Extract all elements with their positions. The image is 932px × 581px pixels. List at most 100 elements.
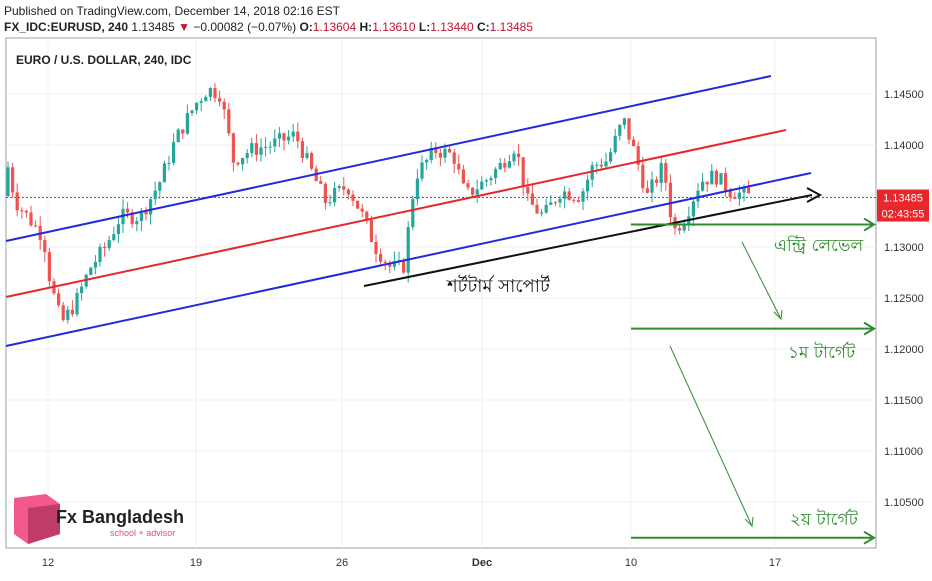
candle-body [126,208,130,213]
price-tags: 1.13485 02:43:55 [877,189,929,222]
last-price-tag [877,189,929,206]
last-price: 1.13485 [131,20,175,34]
candle-body [682,224,686,231]
candle-body [135,221,139,225]
fx-bangladesh-logo [14,494,60,544]
arrow-right-icon [863,321,876,336]
price-tick-label: 1.14000 [884,140,924,152]
candle-body [627,118,631,140]
candle-body [517,153,521,158]
candle-body [498,162,502,170]
price-tick-label: 1.12500 [884,293,924,305]
candle-body [199,101,203,103]
candle-body [351,194,355,201]
time-tick-label: 17 [769,557,781,569]
candle-body [521,157,525,187]
candle-body [287,136,291,141]
candle-body [300,141,304,158]
candle-body [415,178,419,200]
candle-body [227,109,231,134]
candle-body [466,183,470,188]
candle-body [273,138,277,147]
candle-body [535,204,539,214]
arrow-right-icon [863,530,876,545]
candle-body [6,167,10,196]
candle-body [655,179,659,183]
support-arrow-icon [806,187,823,203]
candle-body [530,193,534,205]
candle-body [34,225,38,227]
time-tick-label: Dec [472,557,492,569]
candle-body [11,167,15,193]
candle-body [632,139,636,147]
low-label: L: [418,20,431,34]
candle-body [190,110,194,114]
candle-body [241,157,245,165]
candle-body [337,186,341,189]
target-2-label: ২য় টার্গেট [790,509,859,530]
projection-line-1 [741,241,781,318]
candles [6,83,751,324]
price-tick-label: 1.14500 [884,89,924,101]
candle-body [581,191,585,202]
candle-body [342,186,346,190]
candle-body [346,189,350,195]
price-tick-label: 1.10500 [884,497,924,509]
candle-body [310,153,314,169]
candle-body [641,164,645,189]
candle-body [75,293,79,315]
candle-body [365,211,369,221]
candle-body [609,152,613,162]
candle-body [484,180,488,182]
candle-body [116,224,120,235]
candle-body [714,170,718,185]
candle-body [89,267,93,275]
high-label: H: [359,20,373,34]
close-label: C: [476,20,490,34]
channel-lower-line [5,172,812,347]
candle-body [406,227,410,273]
projection-line-2 [669,345,752,525]
channel-upper-line [5,75,772,242]
candle-body [296,131,300,142]
price-axis-labels: 1.145001.140001.135001.130001.125001.120… [884,89,924,509]
candle-body [402,260,406,273]
candle-body [374,241,378,254]
target-1-label: ১ম টার্গেট [788,342,856,363]
candle-body [448,148,452,153]
candle-body [563,191,567,199]
chart-title: EURO / U.S. DOLLAR, 240, IDC [16,53,192,67]
candle-body [15,192,19,211]
candle-body [149,199,153,215]
candle-body [43,240,47,253]
candle-body [471,187,475,195]
candle-body [204,96,208,102]
candle-body [29,212,33,226]
candle-body [139,210,143,222]
time-tick-label: 19 [190,557,202,569]
high-value: 1.13610 [372,20,416,34]
candle-body [172,142,176,163]
candle-body [268,146,272,148]
candle-body [576,200,580,202]
plot-frame [5,37,877,549]
candle-body [176,129,180,143]
time-tick-label: 12 [42,557,54,569]
candle-body [691,201,695,217]
candle-body [503,162,507,168]
candle-body [24,210,28,213]
candle-body [549,202,553,205]
candle-body [112,234,116,241]
candle-body [710,170,714,185]
candle-body [457,163,461,170]
candle-body [420,162,424,179]
candle-body [544,204,548,213]
candle-body [618,124,622,136]
candle-body [379,253,383,262]
candle-body [480,181,484,190]
candle-body [144,210,148,215]
arrow-down-icon [744,516,754,528]
candle-body [664,162,668,183]
support-line [363,194,813,287]
